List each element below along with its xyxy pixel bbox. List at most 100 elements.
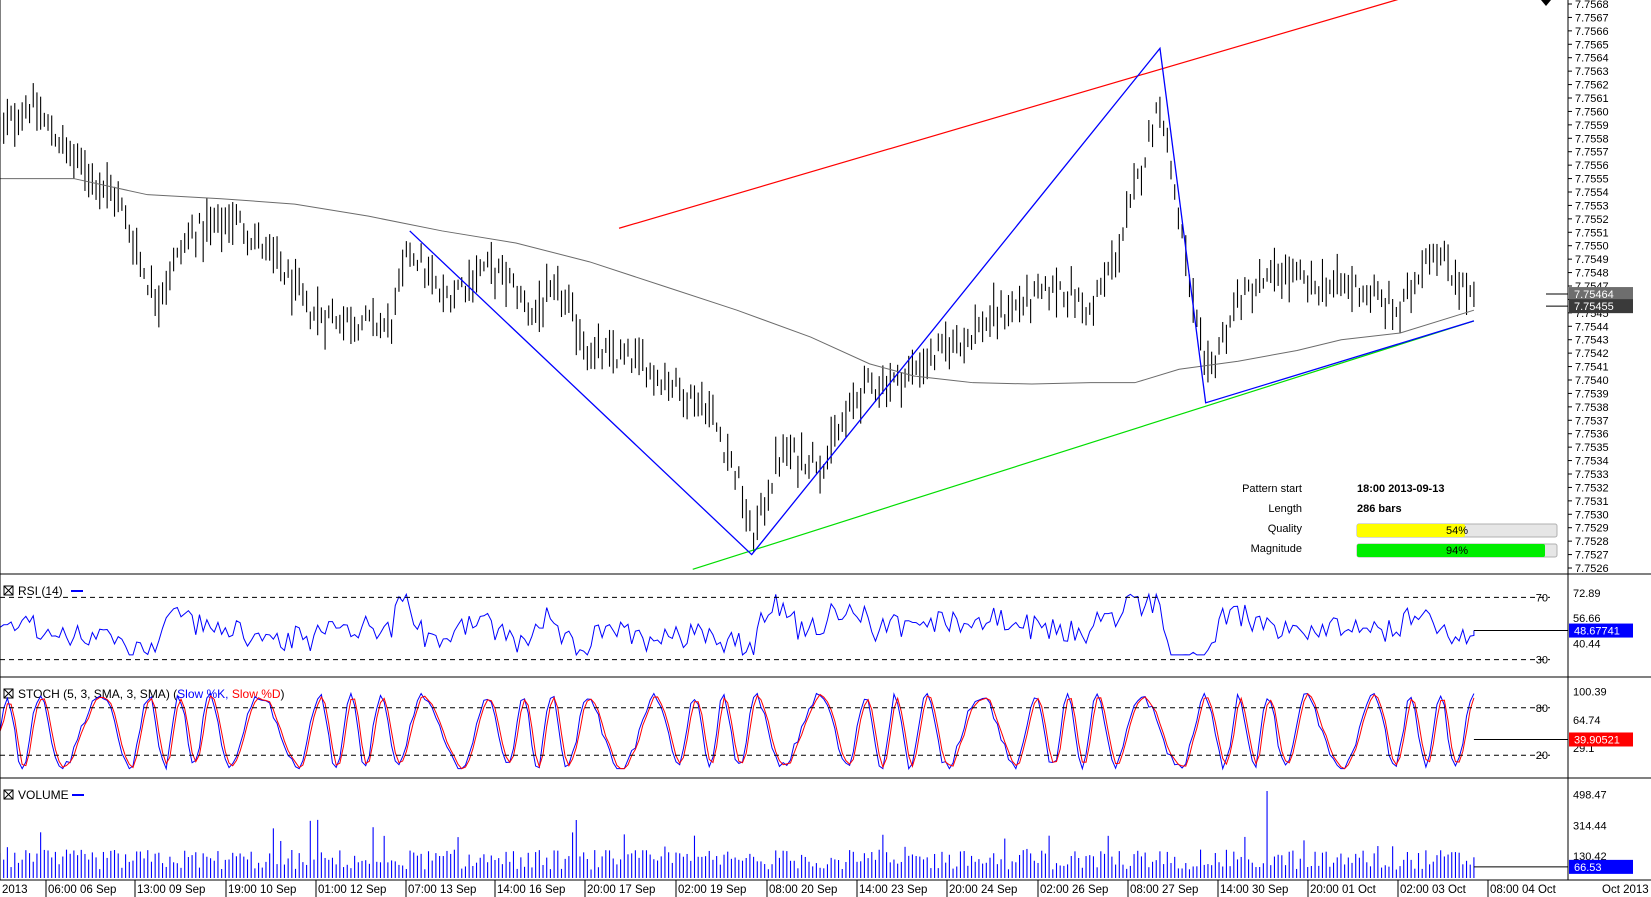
price-tick-label: 7.7528 bbox=[1575, 536, 1609, 548]
price-tick-label: 7.7551 bbox=[1575, 227, 1609, 239]
time-tick-label: 08:00 20 Sep bbox=[769, 884, 837, 896]
price-tick-label: 7.7539 bbox=[1575, 388, 1609, 400]
time-tick-label: 20:00 24 Sep bbox=[949, 884, 1017, 896]
price-tick-label: 7.7563 bbox=[1575, 66, 1609, 78]
price-tick-label: 7.7567 bbox=[1575, 12, 1609, 24]
stoch-tick-label: 100.39 bbox=[1573, 687, 1607, 699]
price-tick-label: 7.7541 bbox=[1575, 362, 1609, 374]
rsi-tick-label: 56.66 bbox=[1573, 613, 1601, 625]
volume-value-label: 66.53 bbox=[1574, 862, 1602, 874]
rsi-close-icon[interactable] bbox=[3, 585, 14, 596]
time-tick-label: 20:00 01 Oct bbox=[1310, 884, 1377, 896]
time-tick-label: 02:00 19 Sep bbox=[678, 884, 746, 896]
price-tick-label: 7.7554 bbox=[1575, 187, 1609, 199]
stoch-level-label: 80 bbox=[1536, 703, 1548, 715]
time-tick-label: 20:00 17 Sep bbox=[587, 884, 655, 896]
stoch-legend-k: Slow %K, bbox=[177, 687, 228, 701]
price-tick-label: 7.7559 bbox=[1575, 120, 1609, 132]
rsi-line bbox=[0, 592, 1475, 657]
magnitude-bar-fill bbox=[1357, 544, 1545, 557]
magnitude-label: Magnitude bbox=[1251, 543, 1302, 555]
price-tick-label: 7.7564 bbox=[1575, 53, 1609, 65]
price-tick-label: 7.7530 bbox=[1575, 509, 1609, 521]
stoch-legend-d: Slow %D bbox=[232, 687, 281, 701]
price-tick-label: 7.7535 bbox=[1575, 442, 1609, 454]
time-tick-label: 14:00 23 Sep bbox=[859, 884, 927, 896]
stoch-tick-label: 64.74 bbox=[1573, 715, 1601, 727]
price-tick-label: 7.7538 bbox=[1575, 402, 1609, 414]
rsi-value-label: 48.67741 bbox=[1574, 626, 1620, 638]
time-tick-label: 08:00 04 Oct bbox=[1490, 884, 1557, 896]
time-tick-label: 2013 bbox=[2, 884, 28, 896]
support-line bbox=[692, 320, 1475, 570]
time-tick-label: Oct 2013 bbox=[1602, 884, 1649, 896]
stoch-close-icon[interactable] bbox=[3, 688, 14, 699]
price-tick-label: 7.7526 bbox=[1575, 563, 1609, 575]
price-tick-label: 7.7562 bbox=[1575, 80, 1609, 92]
time-tick-label: 14:00 16 Sep bbox=[497, 884, 565, 896]
stoch-d-line bbox=[0, 693, 1475, 770]
price-tick-label: 7.7565 bbox=[1575, 39, 1609, 51]
price-tick-label: 7.7548 bbox=[1575, 268, 1609, 280]
time-tick-label: 07:00 13 Sep bbox=[408, 884, 476, 896]
price-tick-label: 7.7536 bbox=[1575, 429, 1609, 441]
time-tick-label: 13:00 09 Sep bbox=[137, 884, 205, 896]
stoch-k-line bbox=[0, 691, 1475, 771]
time-tick-label: 02:00 03 Oct bbox=[1400, 884, 1467, 896]
price-tick-label: 7.7529 bbox=[1575, 523, 1609, 535]
price-tick-label: 7.7544 bbox=[1575, 321, 1609, 333]
price-tick-label: 7.7532 bbox=[1575, 482, 1609, 494]
price-tick-label: 7.7561 bbox=[1575, 93, 1609, 105]
volume-bars bbox=[0, 791, 1475, 878]
pattern-start-value: 18:00 2013-09-13 bbox=[1357, 483, 1444, 495]
price-tick-label: 7.7553 bbox=[1575, 200, 1609, 212]
price-tick-label: 7.7552 bbox=[1575, 214, 1609, 226]
pattern-start-label: Pattern start bbox=[1242, 483, 1302, 495]
rsi-level-label: 70 bbox=[1536, 592, 1548, 604]
price-marker-label: 7.75464 bbox=[1574, 289, 1614, 301]
rsi-close-icon-x bbox=[3, 585, 14, 596]
price-tick-label: 7.7542 bbox=[1575, 348, 1609, 360]
price-tick-label: 7.7531 bbox=[1575, 496, 1609, 508]
price-tick-label: 7.7566 bbox=[1575, 26, 1609, 38]
volume-close-icon[interactable] bbox=[3, 789, 14, 800]
stoch-value-label: 39.90521 bbox=[1574, 734, 1620, 746]
price-tick-label: 7.7550 bbox=[1575, 241, 1609, 253]
quality-label: Quality bbox=[1268, 523, 1303, 535]
price-tick-label: 7.7555 bbox=[1575, 174, 1609, 186]
resistance-line bbox=[618, 0, 1399, 229]
price-tick-label: 7.7534 bbox=[1575, 456, 1609, 468]
pattern-info-panel: Pattern start 18:00 2013-09-13 Length 28… bbox=[1242, 483, 1558, 558]
time-tick-label: 06:00 06 Sep bbox=[48, 884, 116, 896]
time-tick-label: 01:00 12 Sep bbox=[318, 884, 386, 896]
price-tick-label: 7.7540 bbox=[1575, 375, 1609, 387]
rsi-level-label: 30 bbox=[1536, 655, 1548, 667]
volume-value-box bbox=[1569, 859, 1633, 874]
price-tick-label: 7.7543 bbox=[1575, 335, 1609, 347]
stoch-pane: STOCH (5, 3, SMA, 3, SMA) (Slow %K, Slow… bbox=[0, 687, 1633, 771]
price-pane: Pattern start 18:00 2013-09-13 Length 28… bbox=[0, 0, 1558, 570]
stoch-value-box bbox=[1569, 732, 1633, 747]
stoch-level-label: 20 bbox=[1536, 750, 1548, 762]
price-bars bbox=[0, 83, 1475, 552]
price-tick-label: 7.7558 bbox=[1575, 133, 1609, 145]
scroll-arrow-icon[interactable] bbox=[1541, 0, 1551, 6]
time-tick-label: 02:00 26 Sep bbox=[1040, 884, 1108, 896]
price-tick-label: 7.7527 bbox=[1575, 550, 1609, 562]
rsi-value-box bbox=[1569, 623, 1633, 638]
price-tick-label: 7.7537 bbox=[1575, 415, 1609, 427]
length-label: Length bbox=[1268, 503, 1302, 515]
time-tick-label: 14:00 30 Sep bbox=[1220, 884, 1288, 896]
magnitude-value: 94% bbox=[1446, 545, 1468, 557]
rsi-tick-label: 40.44 bbox=[1573, 638, 1601, 650]
price-tick-label: 7.7560 bbox=[1575, 106, 1609, 118]
